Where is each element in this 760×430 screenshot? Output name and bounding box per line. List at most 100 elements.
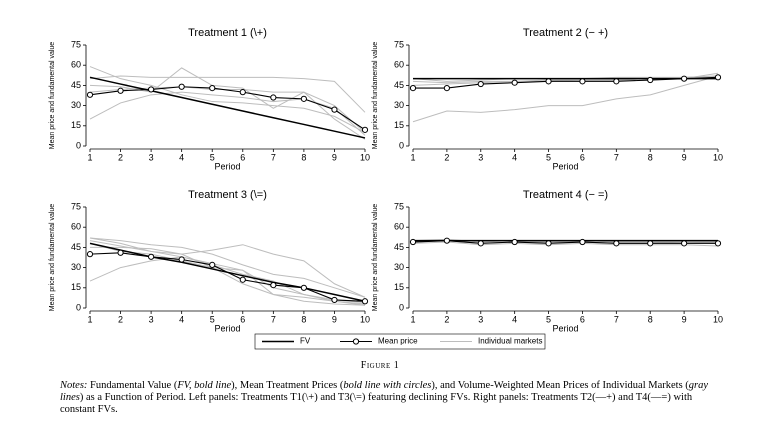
y-tick-label: 0 <box>399 302 404 312</box>
x-axis-label: Period <box>552 161 578 171</box>
legend-entry: FV <box>262 337 311 346</box>
x-tick-label: 4 <box>179 152 184 162</box>
x-tick-label: 3 <box>149 314 154 324</box>
y-tick-label: 15 <box>394 120 404 130</box>
y-axis-label: Mean price and fundamental value <box>372 204 379 312</box>
note-text: FV, bold line <box>177 380 232 391</box>
mean-price-marker <box>477 240 484 247</box>
y-tick-label: 0 <box>76 140 81 150</box>
mean-price-marker <box>545 240 552 247</box>
y-tick-label: 0 <box>399 140 404 150</box>
x-tick-label: 6 <box>580 152 585 162</box>
mean-price-marker <box>361 126 369 133</box>
y-tick-label: 45 <box>71 242 81 252</box>
note-text: ), Mean Treatment Prices ( <box>231 380 344 391</box>
mean-price-marker <box>579 238 586 246</box>
x-tick-label: 9 <box>332 152 337 162</box>
legend-entry: Individual markets <box>440 337 542 346</box>
mean-price-marker <box>148 86 155 93</box>
y-tick-label: 75 <box>394 39 404 49</box>
mean-price-marker <box>209 261 216 269</box>
mean-price-marker <box>647 76 654 84</box>
x-tick-label: 8 <box>301 152 306 162</box>
legend-label: FV <box>300 337 311 346</box>
y-tick-label: 60 <box>394 222 404 232</box>
x-tick-label: 1 <box>87 152 92 162</box>
individual-market-line <box>89 67 366 140</box>
mean-price-marker <box>579 78 586 85</box>
individual-market-line <box>412 241 719 247</box>
mean-price-marker <box>209 84 216 92</box>
mean-price-marker <box>443 84 450 92</box>
x-tick-label: 10 <box>713 314 723 324</box>
individual-market-line <box>89 237 366 298</box>
individual-market-line <box>90 246 366 305</box>
x-tick-label: 9 <box>682 152 687 162</box>
y-tick-label: 0 <box>76 302 81 312</box>
mean-price-marker <box>613 240 620 247</box>
note-text: Notes: <box>60 380 88 391</box>
x-tick-label: 5 <box>210 152 215 162</box>
x-tick-label: 5 <box>546 314 551 324</box>
individual-market-line <box>89 66 366 133</box>
x-tick-label: 1 <box>410 152 415 162</box>
mean-price-marker <box>331 296 338 304</box>
mean-price-marker <box>647 240 654 247</box>
mean-price-marker <box>409 238 417 246</box>
mean-price-marker <box>681 75 688 82</box>
chart-title: Treatment 4 (− =) <box>523 189 608 201</box>
y-tick-label: 30 <box>394 262 404 272</box>
mean-price-marker <box>545 78 552 85</box>
mean-price-line <box>89 252 366 302</box>
x-tick-label: 2 <box>118 152 123 162</box>
mean-price-marker <box>714 74 722 81</box>
mean-price-marker <box>714 240 722 247</box>
x-tick-label: 9 <box>332 314 337 324</box>
x-tick-label: 10 <box>360 314 370 324</box>
legend-marker <box>352 338 360 345</box>
figure-label: Figure 1 <box>360 360 400 371</box>
y-tick-label: 75 <box>71 39 81 49</box>
x-tick-label: 7 <box>271 314 276 324</box>
x-axis-label: Period <box>552 323 578 333</box>
x-tick-label: 9 <box>682 314 687 324</box>
x-tick-label: 3 <box>149 152 154 162</box>
individual-market-line <box>89 75 366 113</box>
x-tick-label: 10 <box>713 152 723 162</box>
mean-price-line <box>413 76 719 89</box>
x-tick-label: 8 <box>648 152 653 162</box>
chart-title: Treatment 3 (\=) <box>188 189 267 201</box>
fv-line <box>89 76 366 139</box>
x-tick-label: 3 <box>478 314 483 324</box>
x-tick-label: 1 <box>410 314 415 324</box>
mean-price-marker <box>511 238 518 246</box>
mean-price-marker <box>86 251 94 258</box>
x-axis-label: Period <box>214 161 240 171</box>
mean-price-marker <box>477 80 484 88</box>
note-text: bold line with circles <box>343 380 432 391</box>
individual-market-line <box>89 91 366 136</box>
x-axis-label: Period <box>214 323 240 333</box>
y-tick-label: 75 <box>394 201 404 211</box>
x-tick-label: 7 <box>271 152 276 162</box>
y-axis-label: Mean price and fundamental value <box>372 42 379 150</box>
mean-price-marker <box>443 237 450 244</box>
mean-price-marker <box>117 249 124 256</box>
chart-title: Treatment 2 (− +) <box>523 27 608 39</box>
y-tick-label: 15 <box>71 282 81 292</box>
x-tick-label: 2 <box>118 314 123 324</box>
y-axis-label: Mean price and fundamental value <box>49 42 56 150</box>
mean-price-marker <box>511 79 518 86</box>
legend-label: Mean price <box>378 337 418 346</box>
x-tick-label: 10 <box>360 152 370 162</box>
y-tick-label: 45 <box>394 242 404 252</box>
y-tick-label: 60 <box>71 60 81 70</box>
y-tick-label: 60 <box>394 60 404 70</box>
mean-price-marker <box>300 95 307 102</box>
x-tick-label: 7 <box>614 152 619 162</box>
x-tick-label: 6 <box>240 314 245 324</box>
mean-price-marker <box>148 253 155 260</box>
x-tick-label: 6 <box>240 152 245 162</box>
